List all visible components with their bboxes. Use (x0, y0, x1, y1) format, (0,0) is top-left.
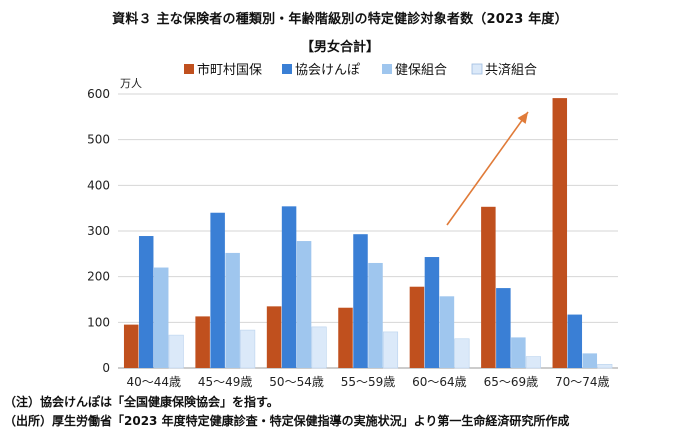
legend-swatch (471, 63, 483, 75)
legend-swatch (382, 64, 392, 74)
bar (439, 296, 455, 368)
bar (511, 337, 526, 368)
bar (123, 324, 139, 368)
bar (496, 288, 511, 368)
bar (552, 98, 568, 369)
bar (353, 234, 368, 368)
bar (281, 206, 297, 368)
x-tick-label: 40～44歳 (126, 375, 181, 389)
y-tick-label: 200 (87, 270, 110, 284)
bar (525, 356, 541, 369)
legend-swatch (282, 64, 292, 74)
x-tick-label: 45～49歳 (198, 375, 253, 389)
bar (454, 338, 470, 369)
y-tick-label: 500 (87, 133, 110, 147)
bar (424, 257, 440, 368)
legend-label: 共済組合 (485, 62, 537, 78)
x-tick-label: 70～74歳 (555, 375, 610, 389)
bar (382, 331, 399, 369)
bar (168, 334, 184, 369)
footnote: （注）協会けんぽは「全国健康保険協会」を指す。 (4, 395, 279, 409)
legend-label: 健保組合 (395, 63, 447, 78)
x-tick-label: 50～54歳 (269, 375, 324, 389)
bar (311, 326, 327, 369)
source-note: （出所）厚生労働省「2023 年度特定健康診査・特定保健指導の実施状況」より第一… (4, 414, 570, 428)
bar-chart: 0 100 200 300 400 500 600 万人 40～44歳 45～49歳 50～54歳 5… (87, 62, 618, 389)
bar (210, 212, 225, 368)
trend-arrow-head (517, 112, 528, 124)
bar (266, 306, 282, 368)
x-tick-label: 65～69歳 (484, 375, 539, 389)
y-tick-label: 0 (102, 361, 110, 375)
y-tick-label: 400 (87, 178, 110, 192)
bar (481, 206, 496, 368)
bar (597, 364, 613, 369)
bar (409, 286, 425, 368)
legend-label: 市町村国保 (197, 62, 262, 78)
bar (225, 252, 240, 368)
x-tick-label: 60～64歳 (412, 375, 467, 389)
bar (567, 314, 583, 368)
legend-label: 協会けんぽ (295, 63, 360, 78)
x-tick-label: 55～59歳 (341, 375, 396, 389)
y-tick-label: 300 (87, 224, 110, 238)
bar (296, 241, 312, 368)
y-tick-label: 600 (87, 87, 110, 101)
bar (240, 329, 256, 369)
bar (582, 353, 598, 368)
bar (153, 267, 169, 368)
page-title: 資料３ 主な保険者の種類別・年齢階級別の特定健診対象者数（2023 年度） (112, 12, 568, 27)
bar (368, 262, 383, 368)
legend-swatch (184, 64, 194, 74)
bar (138, 236, 154, 368)
bar (195, 316, 210, 368)
chart-subtitle: 【男女合計】 (300, 40, 379, 55)
y-tick-label: 100 (87, 315, 110, 329)
trend-arrow-line (446, 111, 529, 226)
bar (338, 307, 353, 368)
y-unit-label: 万人 (120, 77, 142, 90)
